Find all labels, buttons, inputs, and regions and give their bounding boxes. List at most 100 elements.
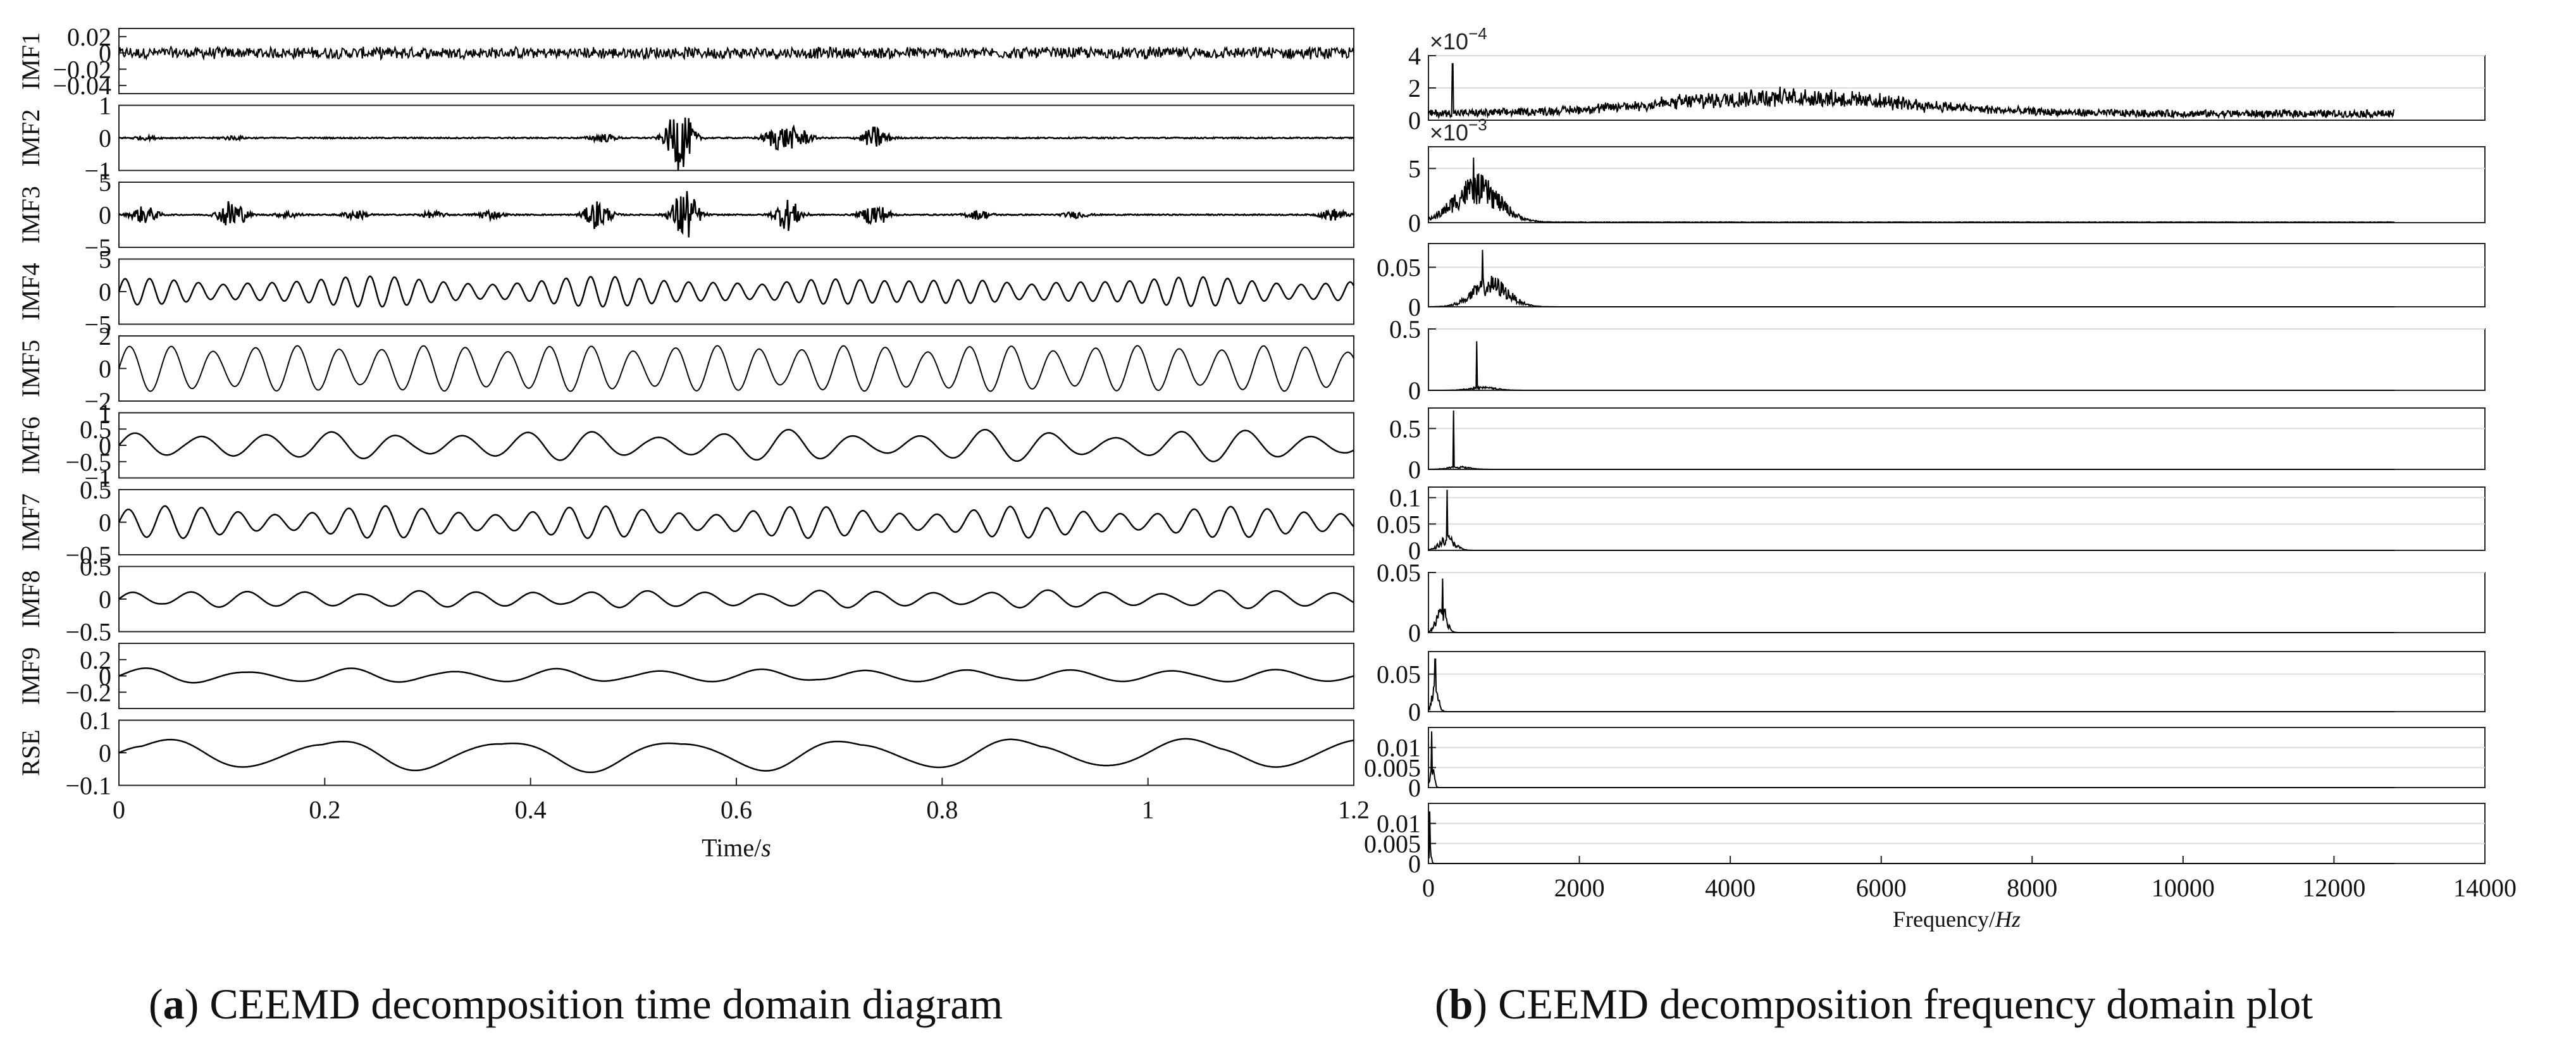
y-tick-label: −1 xyxy=(84,157,111,185)
y-tick-label: 0.005 xyxy=(1364,753,1421,782)
panel-frame xyxy=(118,489,1354,555)
y-tick-label: 0 xyxy=(99,39,111,68)
y-tick-label: −1 xyxy=(84,464,111,493)
x-tick-label: 0.4 xyxy=(515,796,547,824)
y-tick-label: 0.01 xyxy=(1377,810,1421,838)
exponent-label: ×10−3 xyxy=(1430,115,1487,145)
caption-a: (a) CEEMD decomposition time domain diag… xyxy=(149,980,1003,1028)
spectrum-1 xyxy=(1428,63,2395,120)
series-name-imf1: IMF1 xyxy=(16,32,45,90)
time-x-axis: 0 0.2 0.4 0.6 0.8 1 1.2 Time/s xyxy=(113,777,1370,862)
y-tick-label: 1 xyxy=(99,92,111,120)
spectrum-5 xyxy=(1428,410,2394,470)
y-tick-label: 5 xyxy=(99,245,111,274)
waveform-imf3 xyxy=(118,190,1354,238)
y-tick-label: 0.02 xyxy=(67,23,111,51)
y-tick-label: 0.5 xyxy=(1389,315,1421,343)
frequency-domain-chart: 420×10−450×10−30.0500.500.500.10.0500.05… xyxy=(1364,24,2517,932)
freq-panel-1: 4 2 0 ×10−4 xyxy=(1408,24,2486,135)
y-tick-label: 0 xyxy=(99,124,111,152)
panel-frame xyxy=(1428,572,2486,633)
series-name-imf3: IMF3 xyxy=(16,186,45,244)
y-tick-label: 0 xyxy=(1408,376,1421,405)
x-tick-label: 1 xyxy=(1142,796,1155,824)
y-tick-label: 0 xyxy=(99,585,111,614)
caption-b: (b) CEEMD decomposition frequency domain… xyxy=(1435,980,2313,1028)
x-tick-label: 4000 xyxy=(1705,874,1756,902)
x-tick-label: 8000 xyxy=(2007,874,2057,902)
freq-panel-7: 0.05 0 xyxy=(1377,559,2486,647)
y-tick-label: 0 xyxy=(1408,536,1421,565)
freq-x-label-main: Frequency/ xyxy=(1893,907,1995,932)
series-name-imf7: IMF7 xyxy=(16,493,45,551)
panel-frame xyxy=(1428,486,2486,551)
y-tick-label: −0.5 xyxy=(65,448,111,476)
y-tick-label: 4 xyxy=(1408,42,1421,70)
freq-panel-3: 0.05 0 xyxy=(1377,243,2486,321)
time-x-label: Time/s xyxy=(702,834,771,862)
y-tick-label: 0 xyxy=(99,431,111,460)
y-tick-label: 0.05 xyxy=(1377,660,1421,689)
panel-frame xyxy=(1428,803,2486,864)
y-tick-label: −0.5 xyxy=(65,618,111,647)
y-tick-label: 0 xyxy=(1408,106,1421,135)
spectrum-4 xyxy=(1428,341,2394,392)
spectrum-6 xyxy=(1428,490,2394,551)
y-tick-label: −5 xyxy=(84,311,111,339)
x-tick-label: 10000 xyxy=(2152,874,2215,902)
series-name-imf4: IMF4 xyxy=(16,263,45,320)
time-x-label-main: Time/ xyxy=(702,834,762,862)
y-tick-label: 0 xyxy=(1408,455,1421,484)
panel-frame xyxy=(1428,146,2486,223)
freq-x-label-unit: Hz xyxy=(1995,907,2021,932)
y-tick-label: 0.1 xyxy=(1389,484,1421,512)
x-tick-label: 14000 xyxy=(2453,874,2517,902)
y-tick-label: 0 xyxy=(99,355,111,383)
y-tick-label: −5 xyxy=(84,233,111,262)
y-tick-label: −2 xyxy=(84,387,111,416)
time-panel-imf6: 10.50−0.5−1 IMF6 xyxy=(16,399,1354,493)
y-tick-label: 0 xyxy=(99,509,111,537)
y-tick-label: 0 xyxy=(1408,619,1421,647)
time-panel-imf1: 0.020−0.02−0.04 IMF1 xyxy=(16,23,1354,100)
x-tick-label: 6000 xyxy=(1856,874,1907,902)
y-tick-label: 0.2 xyxy=(80,646,111,674)
y-tick-label: 2 xyxy=(99,322,111,350)
y-tick-label: 0.05 xyxy=(1377,559,1421,587)
freq-panel-2: 5 0 ×10−3 xyxy=(1408,115,2486,237)
caption-a-text: CEEMD decomposition time domain diagram xyxy=(209,980,1003,1028)
spectrum-3 xyxy=(1428,249,2394,308)
freq-x-label: Frequency/Hz xyxy=(1893,907,2021,932)
y-tick-label: 0.5 xyxy=(80,415,111,443)
x-tick-label: 12000 xyxy=(2302,874,2365,902)
series-name-imf6: IMF6 xyxy=(16,416,45,474)
y-tick-label: 0.1 xyxy=(80,707,111,735)
y-tick-label: 0.5 xyxy=(80,476,111,504)
exponent-base: ×10 xyxy=(1430,120,1468,145)
panel-frame xyxy=(118,412,1354,479)
time-domain-chart: 0.020−0.02−0.04IMF110−1IMF250−5IMF350−5I… xyxy=(16,23,1370,862)
time-panel-imf8: 0.5 0 −0.5 IMF8 xyxy=(16,553,1354,647)
y-tick-label: −0.2 xyxy=(65,678,111,707)
exponent-power: −3 xyxy=(1468,115,1487,134)
caption-a-letter: a xyxy=(163,980,185,1028)
panel-frame xyxy=(1428,243,2486,307)
series-name-imf8: IMF8 xyxy=(16,570,45,628)
waveform-imf9 xyxy=(118,667,1354,684)
freq-panel-4: 0.50 xyxy=(1389,315,2486,405)
waveform-imf4 xyxy=(118,275,1355,308)
waveform-imf6 xyxy=(118,428,1354,462)
time-x-label-unit: s xyxy=(761,834,771,862)
y-tick-label: 0 xyxy=(1408,293,1421,321)
time-panel-imf7: 0.5 0 −0.5 IMF7 xyxy=(16,476,1354,569)
caption-b-letter: b xyxy=(1449,980,1473,1028)
y-tick-label: 0.5 xyxy=(1389,414,1421,443)
x-tick-label: 0.2 xyxy=(309,796,340,824)
y-tick-label: 0 xyxy=(99,278,111,306)
time-panel-imf2: 1 0 −1 IMF2 xyxy=(16,92,1354,185)
y-tick-label: −0.5 xyxy=(65,541,111,569)
y-tick-label: −0.02 xyxy=(53,55,111,84)
y-tick-label: −0.04 xyxy=(53,71,111,100)
